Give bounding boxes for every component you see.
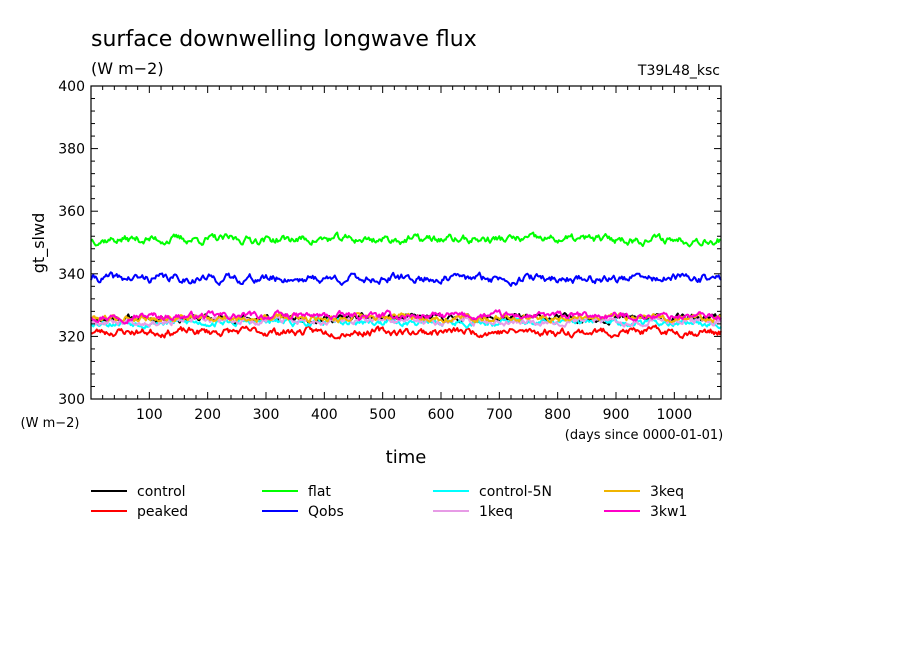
x-units-label: (days since 0000-01-01): [565, 428, 723, 443]
legend-item-qobs: Qobs: [262, 504, 344, 520]
x-axis-label: time: [386, 447, 427, 468]
legend-label: control-5N: [479, 484, 552, 500]
legend-item-peaked: peaked: [91, 504, 188, 520]
legend-item-3keq: 3keq: [604, 484, 684, 500]
y-axis-label: gt_slwd: [29, 213, 49, 273]
y-tick-label: 300: [58, 392, 85, 408]
legend-label: 3keq: [650, 484, 684, 500]
y-units-label: (W m−2): [21, 416, 80, 431]
legend-item-1keq: 1keq: [433, 504, 513, 520]
chart-title: surface downwelling longwave flux: [91, 27, 477, 52]
series-line-flat: [90, 231, 722, 248]
legend: control peaked flat Qobs control-5N 1keq 3keq 3…: [91, 484, 687, 520]
x-tick-label: 800: [544, 407, 571, 423]
legend-label: control: [137, 484, 186, 500]
series-lines: [90, 231, 722, 340]
x-tick-label: 500: [369, 407, 396, 423]
legend-label: peaked: [137, 504, 188, 520]
y-tick-label: 320: [58, 329, 85, 345]
y-tick-label: 360: [58, 204, 85, 220]
chart-units-label: (W m−2): [91, 59, 164, 78]
x-tick-label: 200: [194, 407, 221, 423]
tick-labels: 100 200 300 400 500 600 700 800 900 1000 300 320 340…: [58, 79, 692, 423]
y-tick-label: 340: [58, 267, 85, 283]
legend-label: 3kw1: [650, 504, 687, 520]
run-label: T39L48_ksc: [637, 63, 720, 79]
x-tick-label: 100: [136, 407, 163, 423]
series-line-qobs: [90, 271, 722, 287]
x-tick-label: 600: [428, 407, 455, 423]
legend-item-3kw1: 3kw1: [604, 504, 687, 520]
x-tick-label: 300: [253, 407, 280, 423]
legend-label: 1keq: [479, 504, 513, 520]
x-tick-label: 1000: [657, 407, 693, 423]
legend-label: flat: [308, 484, 331, 500]
axis-ticks: [91, 86, 721, 399]
plot-frame: [90, 85, 722, 400]
x-tick-label: 400: [311, 407, 338, 423]
legend-item-control: control: [91, 484, 186, 500]
legend-item-control-5n: control-5N: [433, 484, 552, 500]
x-tick-label: 900: [603, 407, 630, 423]
series-line-3kw1: [90, 309, 722, 325]
legend-item-flat: flat: [262, 484, 331, 500]
x-tick-label: 700: [486, 407, 513, 423]
series-line-peaked: [90, 324, 722, 340]
y-tick-label: 380: [58, 142, 85, 158]
legend-label: Qobs: [308, 504, 344, 520]
y-tick-label: 400: [58, 79, 85, 95]
